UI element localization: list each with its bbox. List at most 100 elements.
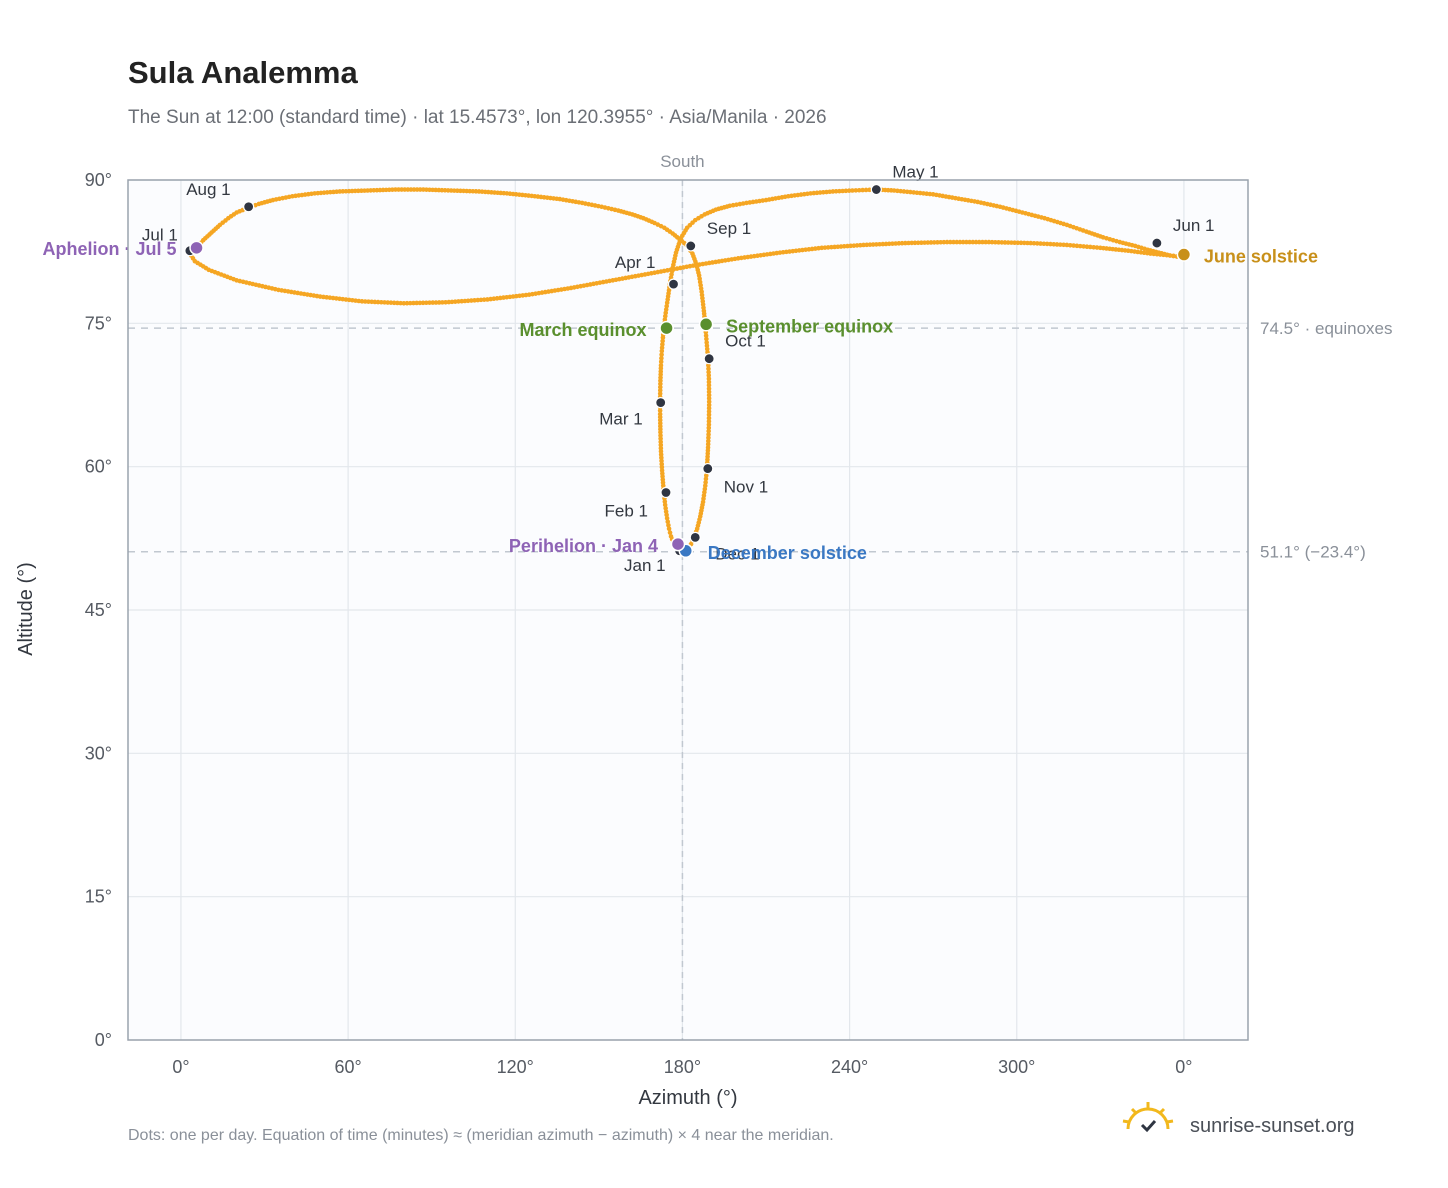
day-dot	[1067, 242, 1073, 248]
x-axis-ticks: 0° 60° 120° 180° 240° 300° 0°	[172, 1057, 1192, 1077]
day-dot	[967, 239, 972, 245]
day-dot	[424, 300, 429, 306]
meridian-label: South	[660, 152, 704, 171]
y-axis-label: Altitude (°)	[15, 562, 37, 656]
event-dot	[670, 536, 686, 552]
day-dot	[705, 441, 711, 447]
day-dot	[1071, 243, 1076, 248]
day-dot	[867, 187, 872, 193]
day-dot	[658, 359, 664, 365]
day-dot	[440, 300, 445, 305]
day-dot	[706, 392, 712, 398]
month-dot	[1151, 237, 1163, 249]
y-tick-label: 30°	[85, 743, 112, 763]
day-dot	[1088, 244, 1093, 250]
month-label: Dec 1	[715, 544, 759, 563]
day-dot	[999, 240, 1005, 245]
day-dot	[706, 399, 712, 404]
day-dot	[980, 239, 985, 245]
day-dot	[443, 300, 448, 305]
day-dot	[706, 379, 712, 385]
day-dot	[657, 391, 663, 396]
y-tick-label: 0°	[95, 1030, 112, 1050]
day-dot	[706, 419, 712, 424]
event-label: December solstice	[708, 543, 867, 563]
day-dot	[996, 240, 1001, 245]
day-dot	[658, 381, 663, 387]
day-dot	[989, 239, 995, 245]
y-tick-label: 15°	[85, 887, 112, 907]
day-dot	[706, 389, 712, 395]
day-dot	[667, 530, 673, 535]
month-dot	[685, 240, 697, 252]
plot-frame	[127, 179, 1249, 1041]
day-dot	[906, 240, 911, 246]
day-dot	[1038, 241, 1043, 246]
day-dot	[706, 425, 712, 431]
day-dot	[1048, 241, 1053, 247]
day-dot	[706, 432, 711, 437]
day-dot	[1084, 244, 1090, 249]
day-dot	[1034, 241, 1040, 246]
day-dot	[986, 239, 992, 245]
day-dot	[931, 240, 937, 245]
day-dot	[860, 187, 865, 193]
day-dot	[703, 473, 709, 478]
day-dot	[657, 408, 663, 413]
day-dot	[837, 188, 842, 194]
day-dot	[846, 188, 852, 193]
day-dot	[840, 188, 845, 194]
day-dot	[658, 363, 664, 368]
day-dot	[960, 239, 966, 245]
month-label: Sep 1	[707, 219, 751, 238]
day-dot	[660, 338, 665, 344]
day-dot	[430, 300, 436, 305]
day-dot	[706, 386, 712, 391]
day-dot	[706, 422, 712, 427]
day-dot	[941, 239, 947, 245]
day-dot	[1094, 245, 1100, 250]
month-dot	[689, 531, 701, 543]
month-label: Jan 1	[624, 556, 666, 575]
day-dot	[427, 300, 432, 305]
day-dot	[919, 240, 924, 245]
day-dot	[1025, 240, 1030, 246]
month-label: Oct 1	[725, 332, 766, 351]
day-dot	[856, 187, 862, 193]
day-dot	[1002, 240, 1008, 245]
y-tick-label: 60°	[85, 457, 112, 477]
day-dot	[1005, 240, 1011, 245]
month-dot	[655, 397, 667, 409]
day-dot	[659, 352, 664, 357]
x-tick-label: 180°	[664, 1057, 701, 1077]
day-dot	[706, 373, 712, 378]
month-label: Mar 1	[599, 410, 642, 429]
x-tick-label: 120°	[497, 1057, 534, 1077]
day-dot	[668, 534, 674, 539]
event-label: Aphelion · Jul 5	[43, 239, 177, 259]
day-dot	[951, 239, 956, 245]
day-dot	[665, 519, 671, 525]
month-label: Apr 1	[615, 253, 656, 272]
day-dot	[976, 239, 982, 245]
brand-name: sunrise-sunset.org	[1190, 1115, 1355, 1137]
day-dot	[1028, 240, 1033, 246]
month-dot	[703, 353, 715, 365]
y-tick-label: 45°	[85, 600, 112, 620]
day-dot	[954, 239, 960, 245]
chart-title: Sula Analemma	[128, 55, 358, 90]
day-dot	[659, 348, 665, 354]
day-dot	[404, 300, 410, 306]
day-dot	[660, 342, 665, 347]
day-dot	[411, 300, 416, 306]
day-dot	[703, 476, 709, 482]
day-dot	[863, 187, 869, 193]
month-dot	[702, 462, 714, 475]
day-dot	[706, 409, 712, 414]
reference-line-label: 74.5° · equinoxes	[1260, 319, 1393, 338]
month-label: Nov 1	[724, 478, 768, 497]
x-tick-label: 0°	[172, 1057, 189, 1077]
day-dot	[703, 333, 709, 338]
day-dot	[706, 376, 712, 382]
